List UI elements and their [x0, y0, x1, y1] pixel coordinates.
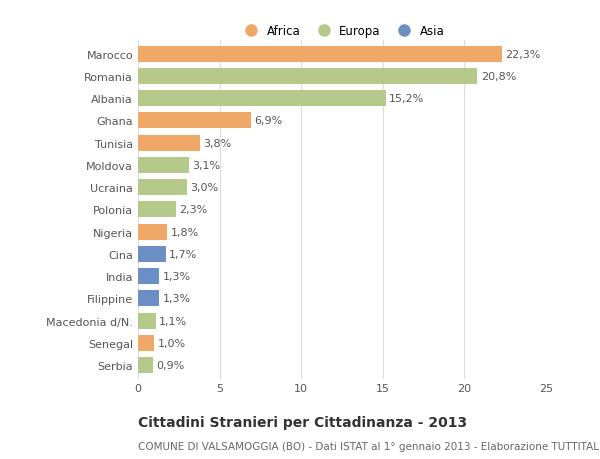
Text: 3,0%: 3,0%: [190, 183, 218, 193]
Text: 1,8%: 1,8%: [170, 227, 199, 237]
Text: 1,0%: 1,0%: [158, 338, 186, 348]
Text: 1,7%: 1,7%: [169, 249, 197, 259]
Text: 15,2%: 15,2%: [389, 94, 425, 104]
Bar: [138, 135, 200, 151]
Text: 1,1%: 1,1%: [159, 316, 187, 326]
Text: COMUNE DI VALSAMOGGIA (BO) - Dati ISTAT al 1° gennaio 2013 - Elaborazione TUTTIT: COMUNE DI VALSAMOGGIA (BO) - Dati ISTAT …: [138, 441, 600, 451]
Bar: [138, 113, 251, 129]
Text: 3,8%: 3,8%: [203, 139, 232, 148]
Text: Cittadini Stranieri per Cittadinanza - 2013: Cittadini Stranieri per Cittadinanza - 2…: [138, 415, 467, 429]
Bar: [138, 180, 187, 196]
Text: 1,3%: 1,3%: [163, 294, 191, 304]
Bar: [138, 335, 154, 351]
Text: 1,3%: 1,3%: [163, 272, 191, 281]
Bar: [138, 313, 156, 329]
Bar: [138, 358, 152, 373]
Bar: [138, 246, 166, 263]
Text: 0,9%: 0,9%: [156, 360, 184, 370]
Bar: [138, 69, 478, 85]
Bar: [138, 91, 386, 107]
Bar: [138, 157, 188, 174]
Bar: [138, 291, 159, 307]
Text: 6,9%: 6,9%: [254, 116, 282, 126]
Bar: [138, 224, 167, 240]
Text: 2,3%: 2,3%: [179, 205, 207, 215]
Text: 3,1%: 3,1%: [192, 161, 220, 171]
Text: 22,3%: 22,3%: [505, 50, 541, 60]
Text: 20,8%: 20,8%: [481, 72, 516, 82]
Legend: Africa, Europa, Asia: Africa, Europa, Asia: [235, 20, 449, 43]
Bar: [138, 47, 502, 62]
Bar: [138, 202, 176, 218]
Bar: [138, 269, 159, 285]
